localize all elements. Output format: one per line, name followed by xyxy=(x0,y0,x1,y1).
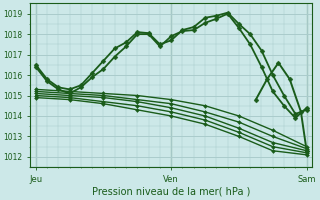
X-axis label: Pression niveau de la mer( hPa ): Pression niveau de la mer( hPa ) xyxy=(92,187,250,197)
